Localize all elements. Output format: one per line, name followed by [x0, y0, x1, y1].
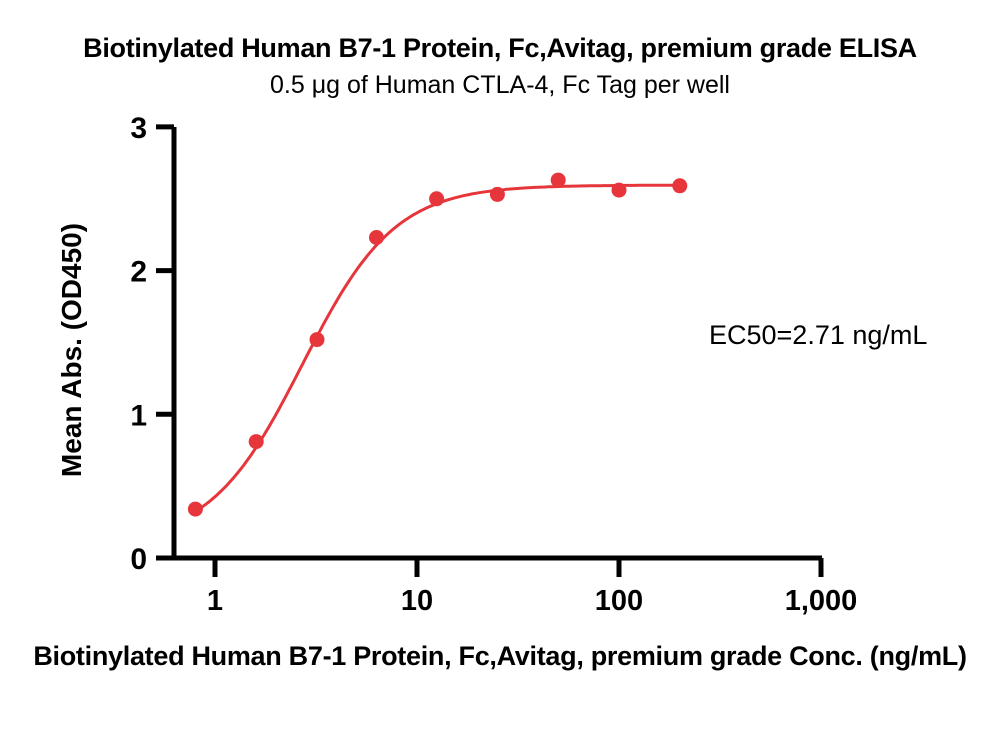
data-point: [672, 178, 688, 194]
ec50-annotation: EC50=2.71 ng/mL: [709, 320, 928, 350]
chart-title: Biotinylated Human B7-1 Protein, Fc,Avit…: [83, 33, 917, 63]
data-point: [187, 501, 203, 517]
x-tick-label: 100: [595, 585, 643, 617]
x-tick-label: 1: [207, 585, 223, 617]
chart-subtitle: 0.5 μg of Human CTLA-4, Fc Tag per well: [270, 71, 730, 99]
y-tick-label: 3: [130, 112, 147, 145]
x-tick-label: 1,000: [785, 585, 858, 617]
data-point: [248, 434, 264, 450]
data-point: [611, 182, 627, 198]
y-tick-label: 1: [130, 399, 147, 432]
data-point: [550, 172, 566, 188]
x-tick-label: 10: [401, 585, 433, 617]
x-axis-label: Biotinylated Human B7-1 Protein, Fc,Avit…: [33, 641, 967, 671]
fit-curve: [193, 183, 682, 513]
data-point: [429, 191, 445, 207]
y-tick-label: 2: [130, 256, 147, 289]
data-point: [369, 230, 384, 245]
y-tick-label: 0: [130, 543, 147, 576]
data-point: [489, 186, 505, 202]
data-point: [309, 332, 325, 348]
